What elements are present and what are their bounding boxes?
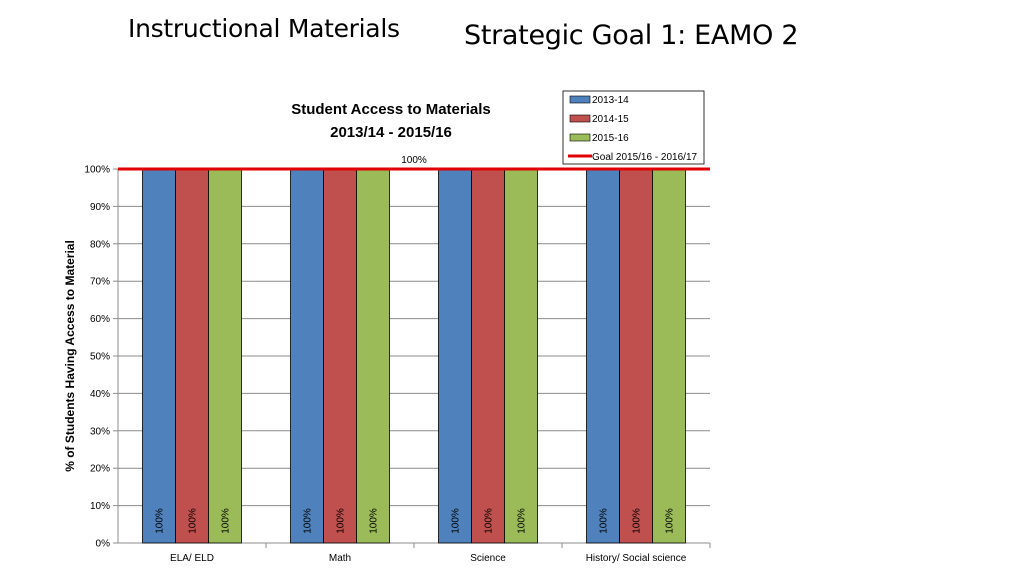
legend-swatch — [569, 95, 591, 104]
bar — [471, 168, 505, 544]
y-tick-label: 0% — [96, 539, 111, 550]
y-tick-label: 20% — [90, 464, 110, 475]
data-label: 100% — [369, 508, 380, 534]
data-label: 100% — [665, 508, 676, 534]
legend-swatch — [569, 133, 591, 142]
y-tick-label: 90% — [90, 202, 110, 213]
legend-label: 2014-15 — [592, 114, 629, 125]
data-label: 100% — [336, 508, 347, 534]
data-label: 100% — [632, 508, 643, 534]
data-label: 100% — [221, 508, 232, 534]
goal-line-label: 100% — [401, 155, 427, 166]
data-label: 100% — [517, 508, 528, 534]
slide-subtitle: Strategic Goal 1: EAMO 2 — [464, 20, 799, 51]
chart-title-line: 2013/14 - 2015/16 — [330, 124, 452, 141]
legend-label: 2015-16 — [592, 133, 629, 144]
legend-label: 2013-14 — [592, 95, 629, 106]
data-label: 100% — [484, 508, 495, 534]
data-label: 100% — [303, 508, 314, 534]
bar — [290, 168, 324, 544]
bar — [586, 168, 620, 544]
slide-title: Instructional Materials — [128, 14, 400, 43]
data-label: 100% — [599, 508, 610, 534]
bar — [323, 168, 357, 544]
y-tick-label: 10% — [90, 501, 110, 512]
legend-swatch — [569, 114, 591, 123]
data-label: 100% — [451, 508, 462, 534]
y-tick-label: 60% — [90, 314, 110, 325]
bar — [356, 168, 390, 544]
bar — [438, 168, 472, 544]
x-category-label: Math — [329, 553, 351, 564]
bar — [504, 168, 538, 544]
data-label: 100% — [188, 508, 199, 534]
x-category-label: History/ Social science — [586, 553, 687, 564]
data-label: 100% — [155, 508, 166, 534]
x-category-label: ELA/ ELD — [170, 553, 214, 564]
chart-title-line: Student Access to Materials — [291, 101, 491, 118]
bar — [175, 168, 209, 544]
x-category-label: Science — [470, 553, 506, 564]
y-tick-label: 40% — [90, 389, 110, 400]
bar — [619, 168, 653, 544]
bar — [208, 168, 242, 544]
y-tick-label: 50% — [90, 352, 110, 363]
legend-box — [562, 90, 705, 165]
y-tick-label: 30% — [90, 426, 110, 437]
y-tick-label: 80% — [90, 239, 110, 250]
bar — [142, 168, 176, 544]
bar — [652, 168, 686, 544]
y-tick-label: 100% — [84, 165, 110, 176]
y-tick-label: 70% — [90, 277, 110, 288]
y-axis-label: % of Students Having Access to Material — [63, 240, 77, 472]
legend-label: Goal 2015/16 - 2016/17 — [592, 152, 698, 163]
